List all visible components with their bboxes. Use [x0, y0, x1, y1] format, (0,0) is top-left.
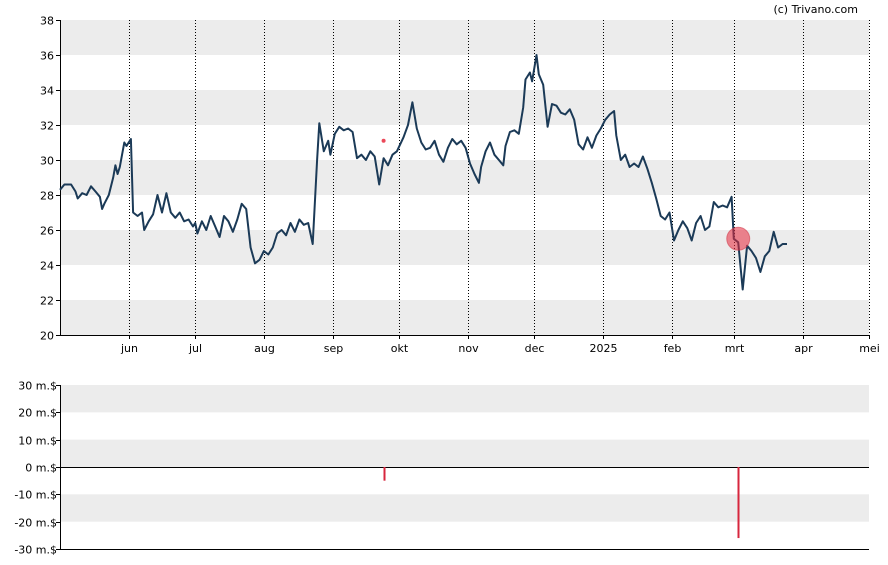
trade-marker	[726, 226, 751, 251]
grid-band	[60, 160, 869, 195]
grid-band	[60, 90, 869, 125]
grid-band	[60, 385, 869, 413]
x-tick-label: nov	[458, 342, 479, 355]
x-tick-label: apr	[794, 342, 813, 355]
y-tick-label: -20 m.$	[14, 517, 57, 530]
x-tick-label: jul	[188, 342, 202, 355]
price-chart: jun jul aug sep okt nov dec 2025 feb mrt apr mei 20 2…	[40, 15, 880, 356]
y-tick-label: 26	[40, 225, 54, 238]
price-line	[59, 54, 787, 291]
grid-band	[60, 300, 869, 335]
x-tick-label: mrt	[725, 342, 745, 355]
y-tick-label: 20 m.$	[18, 407, 57, 420]
y-tick-label: 32	[40, 120, 54, 133]
grid-band	[60, 439, 869, 467]
volume-chart: 30 m.$ 20 m.$ 10 m.$ 0 m.$ -10 m.$ -20 m.$ -30…	[14, 380, 869, 557]
x-tick-label: sep	[324, 342, 343, 355]
x-tick-label: mei	[859, 342, 880, 355]
y-tick-label: 38	[40, 15, 54, 28]
y-tick-label: 30 m.$	[18, 380, 57, 393]
y-tick-label: 20	[40, 330, 54, 343]
trade-marker	[381, 138, 386, 143]
x-tick-label: aug	[254, 342, 275, 355]
y-tick-label: -30 m.$	[14, 544, 57, 557]
x-tick-label: feb	[664, 342, 682, 355]
y-tick-label: 34	[40, 85, 54, 98]
y-tick-label: -10 m.$	[14, 489, 57, 502]
grid-band	[60, 494, 869, 522]
y-tick-label: 0 m.$	[25, 462, 57, 475]
x-tick-label: okt	[391, 342, 409, 355]
copyright-label: (c) Trivano.com	[773, 3, 858, 16]
y-tick-label: 10 m.$	[18, 435, 57, 448]
grid-band	[60, 20, 869, 55]
y-tick-label: 36	[40, 50, 54, 63]
y-tick-label: 22	[40, 295, 54, 308]
x-tick-label: dec	[525, 342, 545, 355]
y-tick-label: 30	[40, 155, 54, 168]
y-tick-label: 28	[40, 190, 54, 203]
x-tick-label: jun	[120, 342, 138, 355]
y-tick-label: 24	[40, 260, 54, 273]
x-tick-label: 2025	[590, 342, 618, 355]
